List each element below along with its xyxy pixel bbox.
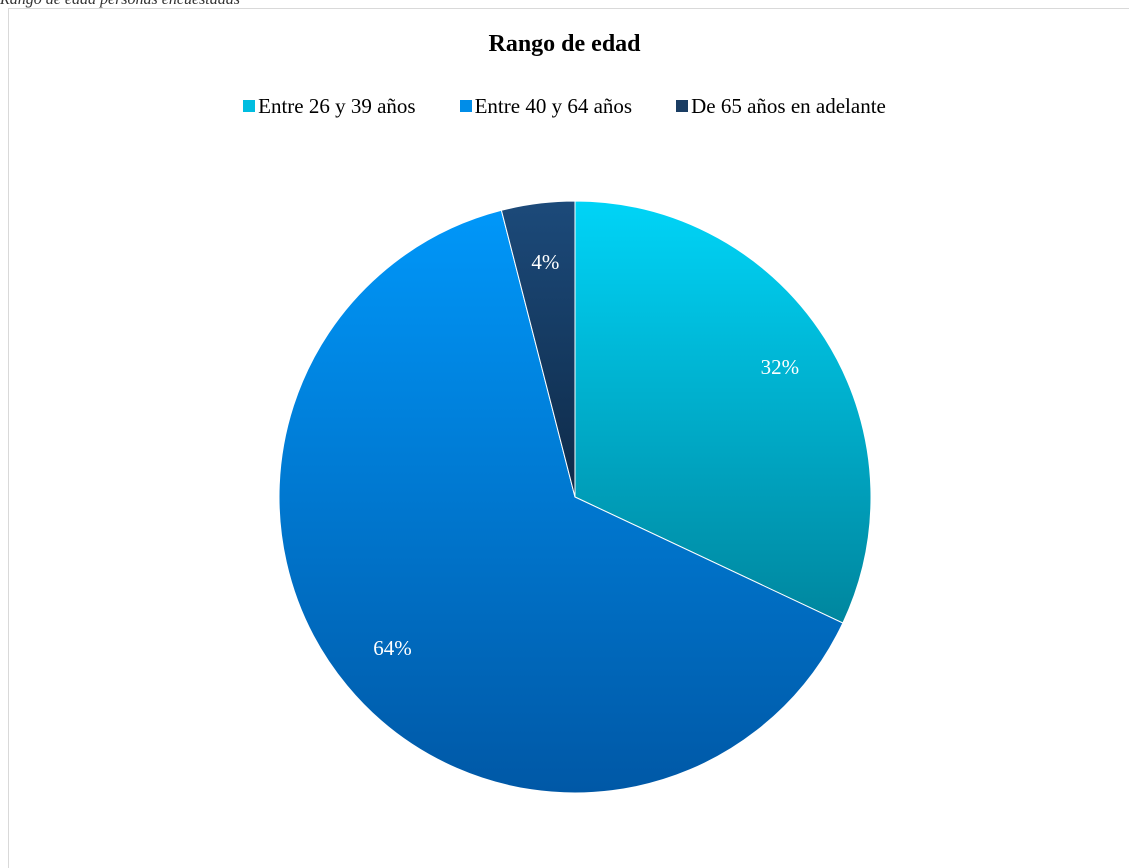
pie-slices [278, 200, 872, 794]
legend-item-40-64: Entre 40 y 64 años [459, 93, 633, 119]
pie-slice [500, 200, 576, 498]
slice-data-label: 64% [373, 636, 412, 660]
chart-legend: Entre 26 y 39 años Entre 40 y 64 años De… [0, 92, 1129, 120]
legend-label: Entre 26 y 39 años [258, 93, 416, 118]
legend-label: De 65 años en adelante [691, 93, 886, 118]
legend-item-26-39: Entre 26 y 39 años [243, 93, 416, 119]
figure-caption: Rango de edad personas encuestadas [0, 0, 240, 9]
legend-swatch [676, 100, 689, 112]
legend-label: Entre 40 y 64 años [474, 93, 633, 118]
legend-swatch [459, 100, 472, 112]
slice-data-label: 4% [531, 250, 559, 274]
slice-data-label: 32% [761, 355, 800, 379]
chart-area [8, 8, 1129, 868]
legend-item-65-plus: De 65 años en adelante [676, 94, 886, 119]
pie-slice [574, 200, 872, 624]
pie-slice [278, 209, 844, 794]
chart-title: Rango de edad [488, 31, 641, 57]
pie-data-labels: 32% 64% 4% [373, 250, 799, 660]
legend-swatch [243, 100, 256, 112]
